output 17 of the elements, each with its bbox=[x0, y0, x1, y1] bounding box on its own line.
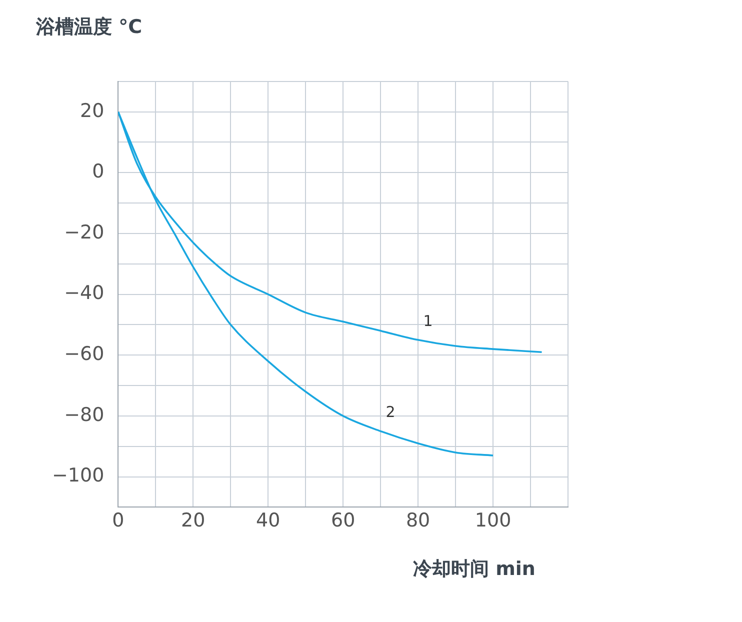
x-tick-label: 40 bbox=[256, 510, 280, 532]
y-tick-label: 20 bbox=[80, 100, 104, 122]
x-tick-label: 20 bbox=[181, 510, 206, 532]
x-tick-label: 0 bbox=[112, 510, 124, 532]
y-tick-label: −100 bbox=[52, 464, 104, 487]
y-tick-label: −20 bbox=[64, 221, 104, 244]
x-tick-label: 80 bbox=[406, 510, 430, 532]
series-label: 2 bbox=[386, 403, 396, 422]
y-tick-label: −60 bbox=[64, 343, 104, 366]
series-label: 1 bbox=[423, 312, 433, 330]
y-tick-label: −40 bbox=[64, 282, 104, 304]
chart-title: 浴槽温度 °C bbox=[36, 15, 142, 40]
y-tick-label: 0 bbox=[92, 160, 104, 183]
x-tick-label: 60 bbox=[331, 510, 356, 532]
x-tick-label: 100 bbox=[474, 510, 512, 532]
x-axis-title: 冷却时间 min bbox=[413, 557, 536, 582]
y-tick-label: −80 bbox=[64, 404, 104, 426]
